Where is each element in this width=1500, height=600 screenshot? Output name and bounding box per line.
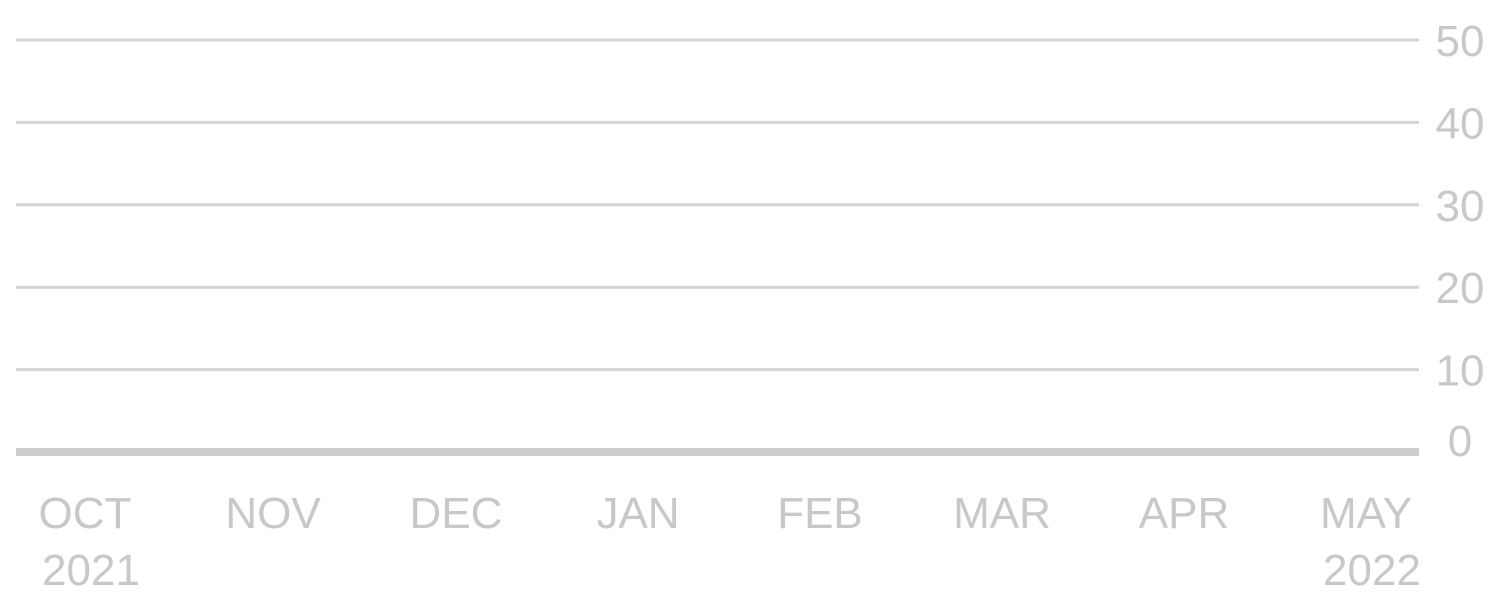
- x-tick-year-label: 2022: [1323, 546, 1421, 595]
- x-tick-month-label: FEB: [777, 489, 863, 538]
- y-axis-ticks: 0 10 20 30 40 50: [1436, 17, 1485, 466]
- x-tick-month-label: OCT: [39, 489, 132, 538]
- x-tick-month-label: MAY: [1320, 489, 1412, 538]
- y-tick-label: 30: [1436, 182, 1485, 231]
- grid-lines: [16, 38, 1419, 456]
- y-tick-label: 20: [1436, 264, 1485, 313]
- y-tick-label: 40: [1436, 99, 1485, 148]
- y-tick-label: 10: [1436, 347, 1485, 396]
- x-axis-ticks: OCT 2021 NOV DEC JAN FEB MAR APR MAY 2022: [39, 489, 1421, 595]
- y-tick-label: 0: [1448, 417, 1472, 466]
- x-tick-month-label: MAR: [953, 489, 1051, 538]
- x-tick-month-label: DEC: [410, 489, 503, 538]
- x-tick-month-label: NOV: [225, 489, 321, 538]
- x-tick-month-label: JAN: [596, 489, 679, 538]
- x-tick-month-label: APR: [1139, 489, 1229, 538]
- x-tick-year-label: 2021: [42, 546, 140, 595]
- y-tick-label: 50: [1436, 17, 1485, 66]
